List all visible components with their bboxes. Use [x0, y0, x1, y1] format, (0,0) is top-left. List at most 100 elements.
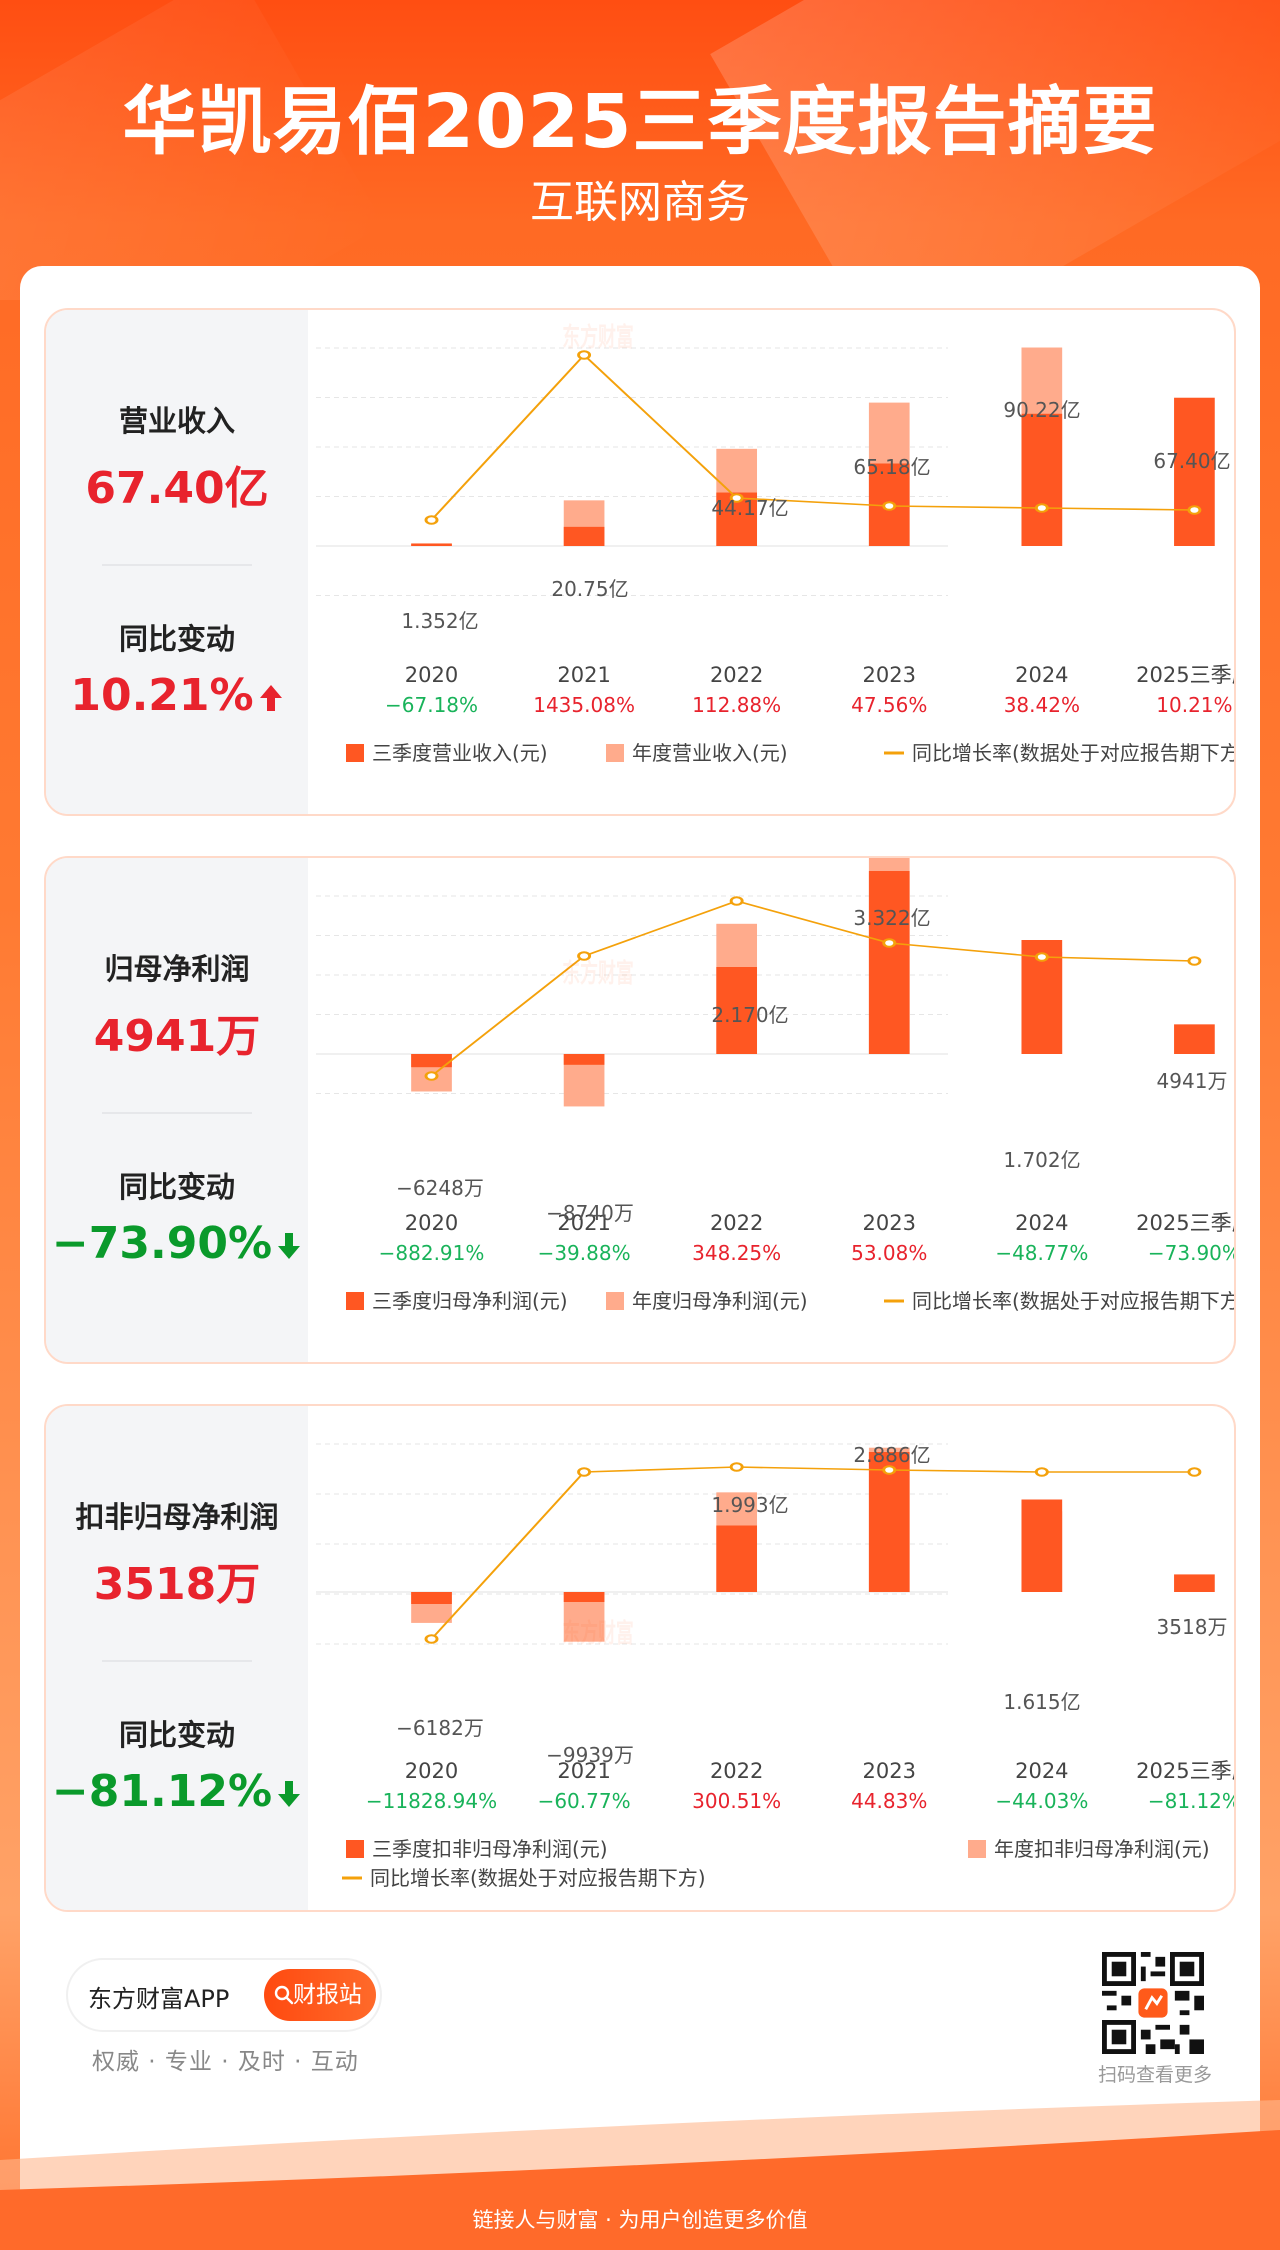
bar-value-label: 2.170亿 — [711, 1003, 788, 1027]
growth-point — [1187, 505, 1202, 515]
growth-label: 112.88% — [692, 693, 781, 717]
change-value-row: 10.21% — [46, 670, 308, 724]
divider — [102, 1112, 252, 1114]
financial-report-button[interactable]: 财报站 — [264, 1969, 376, 2021]
app-search-pill[interactable]: 东方财富APP 财报站 — [68, 1960, 380, 2030]
bar-value-label: 67.40亿 — [1153, 449, 1230, 473]
growth-label: −73.90% — [1148, 1241, 1236, 1265]
revenue-summary: 营业收入 67.40亿 同比变动 10.21% — [46, 310, 308, 814]
metric-label: 营业收入 — [118, 404, 235, 438]
legend-swatch-annual — [606, 744, 624, 762]
growth-label: −44.03% — [995, 1789, 1088, 1813]
footer-wave — [0, 2100, 1280, 2250]
category-label: 2020 — [405, 663, 458, 687]
growth-line — [430, 353, 1195, 521]
growth-point — [424, 1634, 439, 1644]
plot-area — [411, 858, 1215, 1107]
net-profit-chart: 东方财富 2020 −882.91% −6248万 2021 −39.88% −8740万 2… — [316, 858, 1236, 1313]
category-label: 2022 — [710, 1759, 763, 1783]
change-value: −81.12% — [51, 1766, 273, 1817]
metric-label: 归母净利润 — [104, 952, 250, 986]
bar-value-label: 1.615亿 — [1003, 1690, 1080, 1714]
bar-value-label: 1.352亿 — [401, 609, 478, 633]
q3-bar — [411, 1592, 452, 1604]
bar-value-label: −6248万 — [396, 1176, 484, 1200]
search-icon — [274, 1985, 294, 2005]
plot-area — [411, 347, 1215, 546]
net-profit-panel: 归母净利润 4941万 同比变动 −73.90% 东方财富 2020 −882.91… — [44, 856, 1236, 1364]
legend-label: 年度扣非归母净利润(元) — [994, 1837, 1210, 1861]
change-label: 同比变动 — [118, 1718, 235, 1752]
revenue-panel: 营业收入 67.40亿 同比变动 10.21% 东方财富 2020 −67.18% 1… — [44, 308, 1236, 816]
bar-value-label: 65.18亿 — [853, 455, 930, 479]
category-label: 2022 — [710, 1211, 763, 1235]
qr-code-icon[interactable] — [1102, 1952, 1204, 2054]
growth-point — [1034, 952, 1049, 962]
legend-swatch-q3 — [346, 1840, 364, 1858]
divider — [102, 1660, 252, 1662]
q3-bar — [1174, 1024, 1215, 1054]
arrow-down-icon — [276, 1769, 302, 1820]
growth-label: −48.77% — [995, 1241, 1088, 1265]
legend-label: 同比增长率(数据处于对应报告期下方) — [912, 741, 1236, 765]
watermark: 东方财富 — [562, 1618, 634, 1649]
bar-value-label: 3518万 — [1157, 1615, 1228, 1639]
q3-bar — [563, 1054, 605, 1065]
growth-line — [430, 900, 1195, 1077]
growth-label: −882.91% — [379, 1241, 485, 1265]
plot-area — [411, 1447, 1215, 1644]
q3-bar — [411, 1054, 452, 1068]
q3-bar — [1021, 413, 1063, 546]
category-label: 2021 — [557, 1759, 610, 1783]
bottom-slogan: 链接人与财富 · 为用户创造更多价值 — [472, 2208, 808, 2232]
deducted-net-profit-summary: 扣非归母净利润 3518万 同比变动 −81.12% — [46, 1406, 308, 1910]
growth-point — [1034, 503, 1049, 513]
category-label: 2025三季度 — [1136, 1759, 1236, 1783]
watermark: 东方财富 — [562, 958, 634, 989]
legend-label: 年度归母净利润(元) — [632, 1289, 808, 1313]
growth-point — [577, 951, 592, 961]
bar-value-label: 44.17亿 — [711, 496, 788, 520]
legend-label: 三季度归母净利润(元) — [372, 1289, 568, 1313]
app-name: 东方财富APP — [88, 1985, 230, 2013]
q3-bar — [563, 1592, 605, 1602]
metric-value: 4941万 — [93, 1011, 261, 1062]
q3-bar — [563, 526, 605, 546]
growth-point — [424, 1071, 439, 1081]
q3-bar — [1021, 1499, 1063, 1592]
page-subtitle: 互联网商务 — [530, 177, 750, 228]
growth-label: −67.18% — [385, 693, 478, 717]
change-label: 同比变动 — [118, 622, 235, 656]
category-label: 2021 — [557, 1211, 610, 1235]
growth-label: 47.56% — [851, 693, 927, 717]
change-label: 同比变动 — [118, 1170, 235, 1204]
change-value-row: −81.12% — [46, 1766, 308, 1820]
growth-label: 44.83% — [851, 1789, 927, 1813]
growth-label: 10.21% — [1156, 693, 1232, 717]
growth-label: 53.08% — [851, 1241, 927, 1265]
category-label: 2020 — [405, 1211, 458, 1235]
category-label: 2023 — [863, 1211, 916, 1235]
growth-point — [577, 1467, 592, 1477]
bar-value-label: 1.993亿 — [711, 1493, 788, 1517]
category-label: 2025三季度 — [1136, 1211, 1236, 1235]
category-label: 2024 — [1015, 1759, 1068, 1783]
growth-label: −11828.94% — [366, 1789, 497, 1813]
category-label: 2020 — [405, 1759, 458, 1783]
growth-label: 38.42% — [1004, 693, 1080, 717]
growth-point — [729, 1462, 744, 1472]
q3-bar — [1174, 397, 1215, 546]
bar-value-label: 1.702亿 — [1003, 1148, 1080, 1172]
arrow-down-icon — [276, 1221, 302, 1272]
legend-label: 年度营业收入(元) — [632, 741, 788, 765]
tagline: 权威 · 专业 · 及时 · 互动 — [92, 2049, 359, 2075]
growth-point — [729, 493, 744, 503]
growth-label: 348.25% — [692, 1241, 781, 1265]
q3-bar — [868, 871, 910, 1054]
category-label: 2021 — [557, 663, 610, 687]
deducted-net-profit-panel: 扣非归母净利润 3518万 同比变动 −81.12% 东方财富 2020 −1182… — [44, 1404, 1236, 1912]
category-label: 2023 — [863, 1759, 916, 1783]
q3-bar — [716, 967, 758, 1054]
watermark: 东方财富 — [562, 322, 634, 353]
growth-point — [882, 1465, 897, 1475]
